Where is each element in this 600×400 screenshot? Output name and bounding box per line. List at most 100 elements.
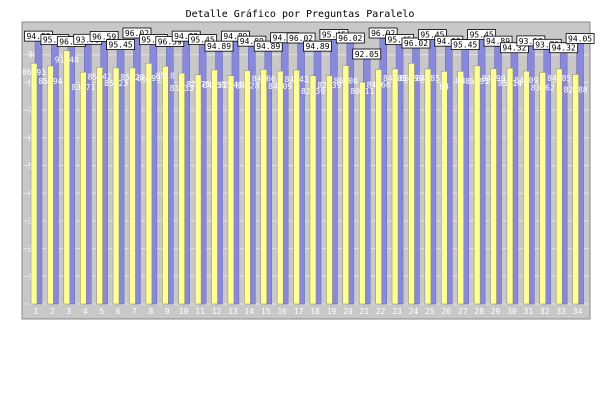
data-label-series-2: 85.95 — [465, 77, 489, 86]
data-label-series-1: 94.89 — [486, 37, 510, 46]
x-tick-label: 18 — [310, 307, 320, 316]
bar-series-2 — [424, 68, 432, 305]
data-label-series-1: 96.02 — [404, 39, 428, 48]
data-label-box — [565, 33, 595, 44]
x-tick-label: 4 — [83, 307, 88, 316]
x-tick-label: 29 — [491, 307, 501, 316]
bar-series-2 — [96, 67, 103, 305]
bar-series-2 — [473, 65, 481, 305]
data-label-series-2: 86.93 — [399, 74, 423, 83]
x-tick-label: 31 — [524, 307, 534, 316]
data-label-series-2: 84.09 — [514, 76, 538, 85]
x-tick-label: 15 — [261, 307, 271, 316]
data-label-series-2: 84.28 — [235, 82, 259, 91]
data-label-series-1: 93.75 — [76, 35, 100, 44]
x-tick-label: 22 — [376, 307, 386, 316]
data-label-series-1: 96.02 — [289, 34, 313, 43]
data-label-series-2: 85.14 — [498, 79, 522, 88]
data-label-series-2: 84.85 — [547, 74, 571, 83]
x-tick-label: 3 — [66, 307, 71, 316]
bar-series-2 — [358, 81, 366, 305]
x-tick-label: 7 — [132, 307, 137, 316]
bar-series-2 — [162, 66, 169, 305]
x-tick-labels: 1 2 3 4 5 6 7 8 9 10 11 12 13 14 15 16 17 18 19 20 21 22 23 24 2… — [34, 307, 583, 316]
bar-series-2 — [194, 74, 202, 305]
x-tick-label: 12 — [212, 307, 222, 316]
data-label-series-2: 84.66 — [367, 80, 391, 89]
x-tick-label: 26 — [441, 307, 451, 316]
x-tick-label: 5 — [99, 307, 104, 316]
data-label-series-1: 95.45 — [453, 41, 477, 50]
x-tick-label: 23 — [392, 307, 402, 316]
x-tick-label: 9 — [165, 307, 170, 316]
bar-series-2 — [441, 71, 448, 305]
data-label-series-2: 85.94 — [38, 77, 62, 86]
data-label-series-2: 86.93 — [22, 68, 46, 77]
data-label-series-1: 94.89 — [240, 37, 264, 46]
data-label-series-1: 94.89 — [305, 42, 329, 51]
data-label-series-1: 95.45 — [43, 36, 67, 45]
data-label-series-1: 94.05 — [568, 34, 592, 43]
data-label-box — [89, 31, 119, 42]
data-label-series-2: 82.39 — [301, 87, 325, 96]
data-label-series-2: 91.48 — [55, 56, 79, 65]
bar-series-2 — [178, 72, 185, 305]
data-label-box — [122, 27, 152, 39]
data-label-box — [253, 40, 283, 52]
bar-series-2 — [211, 69, 218, 305]
x-tick-label: 2 — [50, 307, 55, 316]
data-label-series-2: 84.85 — [416, 74, 440, 83]
x-tick-label: 30 — [507, 307, 517, 316]
data-label-series-2: 85.42 — [88, 72, 112, 81]
data-label-series-1: 94.89 — [437, 37, 461, 46]
data-label-series-1: 94.89 — [26, 32, 50, 41]
x-tick-label: 6 — [116, 307, 121, 316]
data-label-series-1: 95.45 — [191, 36, 215, 45]
data-label-box — [286, 32, 316, 44]
bar-series-2 — [309, 75, 317, 305]
data-label-series-2: 85.8 — [156, 71, 175, 80]
data-label-series-1: 95.45 — [141, 36, 165, 45]
data-label-series-2: 83.71 — [71, 83, 95, 92]
data-label-series-2: 84.85 — [383, 74, 407, 83]
data-labels: 86.93 94.89 85.94 95.45 91.48 96.53 83.71 93.75… — [22, 27, 595, 96]
data-label-series-2: 84.51 — [202, 81, 226, 90]
data-label-box — [483, 35, 513, 47]
bar-series-2 — [112, 67, 120, 305]
x-tick-label: 1 — [34, 307, 39, 316]
data-label-series-2: 82.41 — [219, 81, 243, 90]
x-tick-label: 11 — [195, 307, 205, 316]
data-label-series-1: 94.32 — [552, 44, 576, 53]
x-tick-label: 32 — [540, 307, 550, 316]
data-label-series-2: 84.09 — [268, 82, 292, 91]
data-label-series-1: 95.45 — [420, 31, 444, 40]
data-label-series-1: 96.59 — [92, 32, 116, 41]
data-label-box — [549, 42, 579, 54]
data-label-box — [401, 37, 431, 49]
bar-series-2 — [129, 67, 136, 305]
data-label-box — [352, 48, 382, 60]
bar-series-2 — [47, 65, 54, 305]
data-label-box — [368, 27, 398, 39]
data-label-box — [188, 34, 218, 46]
bar-series-2 — [408, 62, 415, 305]
data-label-series-2: 84 — [439, 82, 449, 91]
data-label-series-2: 85.23 — [104, 79, 128, 88]
bar-series-2 — [490, 68, 497, 305]
data-label-box — [467, 29, 497, 41]
bar-series-2 — [293, 69, 300, 305]
x-tick-label: 10 — [179, 307, 189, 316]
bar-series-2 — [227, 75, 235, 305]
data-label-series-2: 85.23 — [120, 73, 144, 82]
data-label-series-2: 84.90 — [481, 74, 505, 83]
x-tick-label: 16 — [277, 307, 287, 316]
data-label-series-2: 83.33 — [170, 84, 194, 93]
x-tick-label: 19 — [327, 307, 337, 316]
bar-series-2 — [63, 50, 71, 305]
data-label-series-2: 86.08 — [334, 77, 358, 86]
data-label-series-1: 96.53 — [59, 38, 83, 47]
data-label-series-1: 93.75 — [535, 40, 559, 49]
bar-series-2 — [145, 62, 153, 305]
x-tick-label: 13 — [228, 307, 238, 316]
